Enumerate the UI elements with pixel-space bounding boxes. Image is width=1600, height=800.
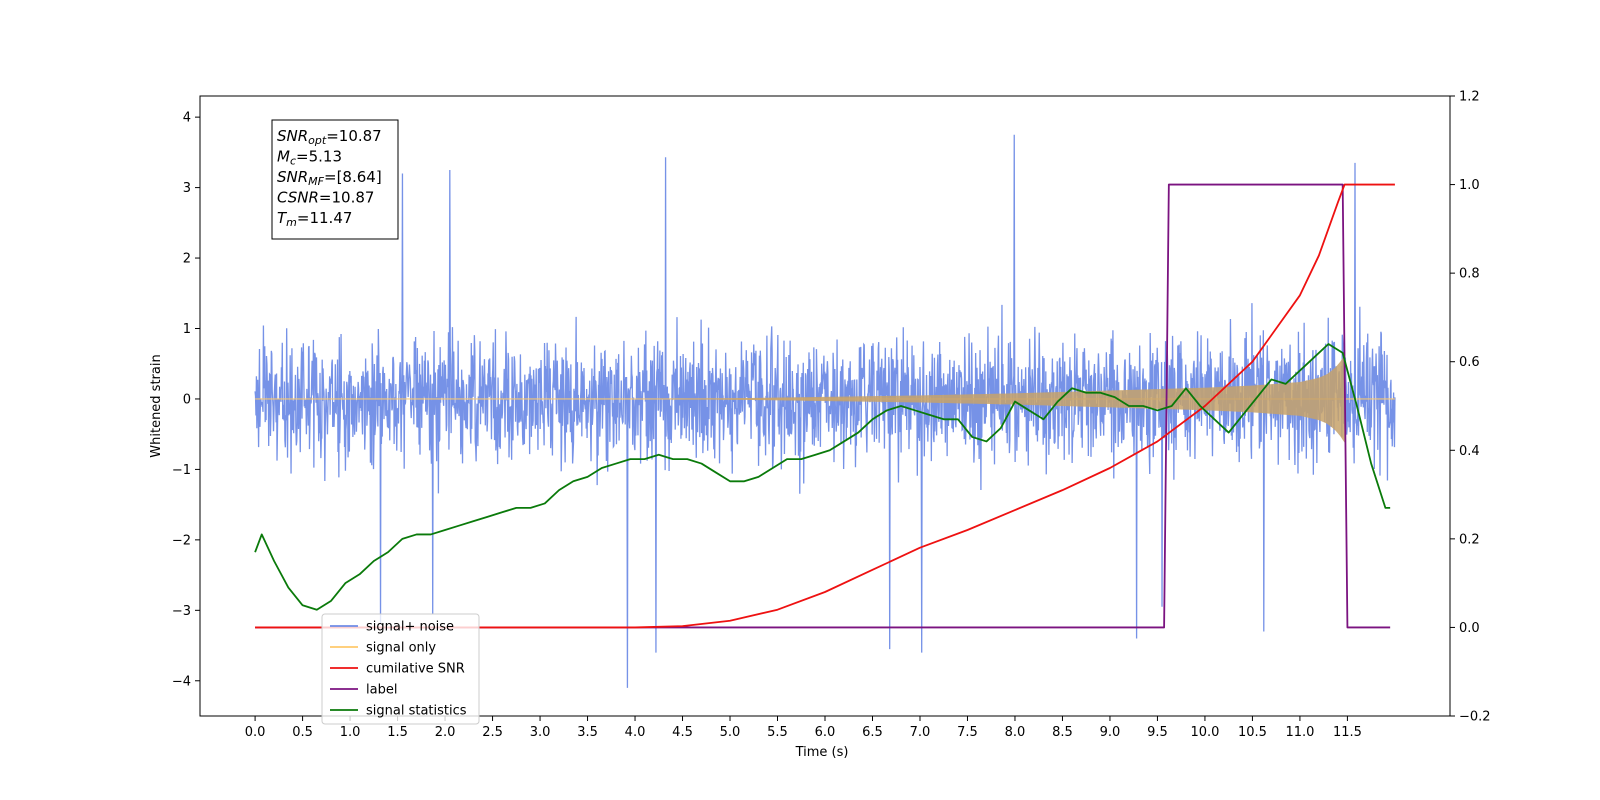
annotation-subscript: m	[286, 216, 297, 229]
annotation-value: =5.13	[296, 148, 342, 166]
annotation-symbol: CSNR	[277, 189, 319, 207]
annotation-value: =10.87	[319, 189, 375, 207]
legend-frame	[321, 613, 480, 725]
y-tick-label: −2	[172, 533, 191, 548]
signal-noise-series	[254, 134, 1396, 688]
y2-tick-label: 1.0	[1459, 178, 1480, 193]
x-tick-label: 0.5	[292, 725, 313, 740]
y-axis-label: Whitened strain	[149, 354, 164, 457]
annotation-frame	[271, 119, 399, 240]
right-axis-series	[254, 183, 1395, 629]
x-tick-label: 10.5	[1238, 725, 1267, 740]
annotation-line: SNRMF=[8.64]	[277, 168, 382, 188]
y-tick-label: 3	[183, 181, 191, 196]
y2-tick-label: 0.8	[1459, 267, 1480, 282]
y-axis-left: −4 −3 −2 −1 0 1 2 3 4	[172, 111, 200, 689]
legend-label: signal statistics	[366, 704, 467, 719]
signal-noise-line	[254, 134, 1396, 688]
x-tick-label: 1.5	[387, 725, 408, 740]
label-line	[255, 183, 1391, 629]
x-axis-label: Time (s)	[795, 745, 849, 760]
y2-tick-label: 0.6	[1459, 355, 1480, 370]
signal-statistics-line	[254, 343, 1391, 611]
annotation-subscript: c	[290, 155, 296, 168]
annotation-line: SNRopt=10.87	[277, 127, 382, 147]
y2-tick-label: 0.2	[1459, 532, 1480, 547]
y-tick-label: −1	[172, 463, 191, 478]
annotation-subscript: MF	[308, 175, 324, 188]
annotation-box: SNRopt=10.87Mc=5.13SNRMF=[8.64]CSNR=10.8…	[271, 119, 399, 240]
x-tick-label: 2.0	[435, 725, 456, 740]
annotation-value: =[8.64]	[324, 168, 382, 186]
x-tick-label: 11.5	[1333, 725, 1362, 740]
x-axis: 0.0 0.5 1.0 1.5 2.0 2.5 3.0 3.5 4.0 4.5 5.0 5.5 6.0 6…	[245, 716, 1362, 740]
y-tick-label: 4	[183, 111, 191, 126]
signal-only-envelope	[635, 355, 1345, 443]
x-tick-label: 1.0	[340, 725, 361, 740]
legend-label: cumilative SNR	[366, 662, 465, 677]
x-tick-label: 9.5	[1147, 725, 1168, 740]
annotation-value: =10.87	[326, 127, 382, 145]
x-tick-label: 5.5	[767, 725, 788, 740]
annotation-symbol: SNR	[277, 168, 308, 186]
annotation-line: Mc=5.13	[277, 148, 342, 168]
annotation-value: =11.47	[297, 209, 353, 227]
signal-only-series	[255, 355, 1395, 443]
x-tick-label: 8.5	[1052, 725, 1073, 740]
y-axis-right: −0.2 0.0 0.2 0.4 0.6 0.8 1.0 1.2	[1450, 90, 1491, 725]
y2-tick-label: −0.2	[1459, 710, 1491, 725]
y-tick-label: −4	[172, 674, 191, 689]
y2-tick-label: 1.2	[1459, 90, 1480, 105]
legend: signal+ noise signal only cumilative SNR la…	[321, 613, 480, 725]
y-tick-label: 2	[183, 252, 191, 267]
x-tick-label: 3.0	[530, 725, 551, 740]
x-tick-label: 0.0	[245, 725, 266, 740]
y2-tick-label: 0.0	[1459, 621, 1480, 636]
x-tick-label: 9.0	[1100, 725, 1121, 740]
legend-label: signal only	[366, 641, 436, 656]
cumilative-snr-line	[255, 183, 1395, 629]
x-tick-label: 4.0	[625, 725, 646, 740]
legend-label: label	[366, 683, 397, 698]
x-tick-label: 8.0	[1005, 725, 1026, 740]
annotation-line: Tm=11.47	[277, 209, 352, 229]
legend-label: signal+ noise	[366, 620, 454, 635]
x-tick-label: 7.0	[910, 725, 931, 740]
y-tick-label: −3	[172, 604, 191, 619]
x-tick-label: 3.5	[577, 725, 598, 740]
x-tick-label: 4.5	[672, 725, 693, 740]
annotation-symbol: T	[277, 209, 288, 227]
annotation-subscript: opt	[308, 134, 327, 147]
x-tick-label: 7.5	[957, 725, 978, 740]
y2-tick-label: 0.4	[1459, 444, 1480, 459]
x-tick-label: 6.5	[862, 725, 883, 740]
annotation-symbol: SNR	[277, 127, 308, 145]
annotation-symbol: M	[277, 148, 290, 166]
x-tick-label: 11.0	[1285, 725, 1314, 740]
x-tick-label: 6.0	[815, 725, 836, 740]
y-tick-label: 1	[183, 322, 191, 337]
x-tick-label: 10.0	[1190, 725, 1219, 740]
x-tick-label: 2.5	[482, 725, 503, 740]
x-tick-label: 5.0	[720, 725, 741, 740]
annotation-line: CSNR=10.87	[277, 189, 374, 207]
y-tick-label: 0	[183, 392, 191, 407]
